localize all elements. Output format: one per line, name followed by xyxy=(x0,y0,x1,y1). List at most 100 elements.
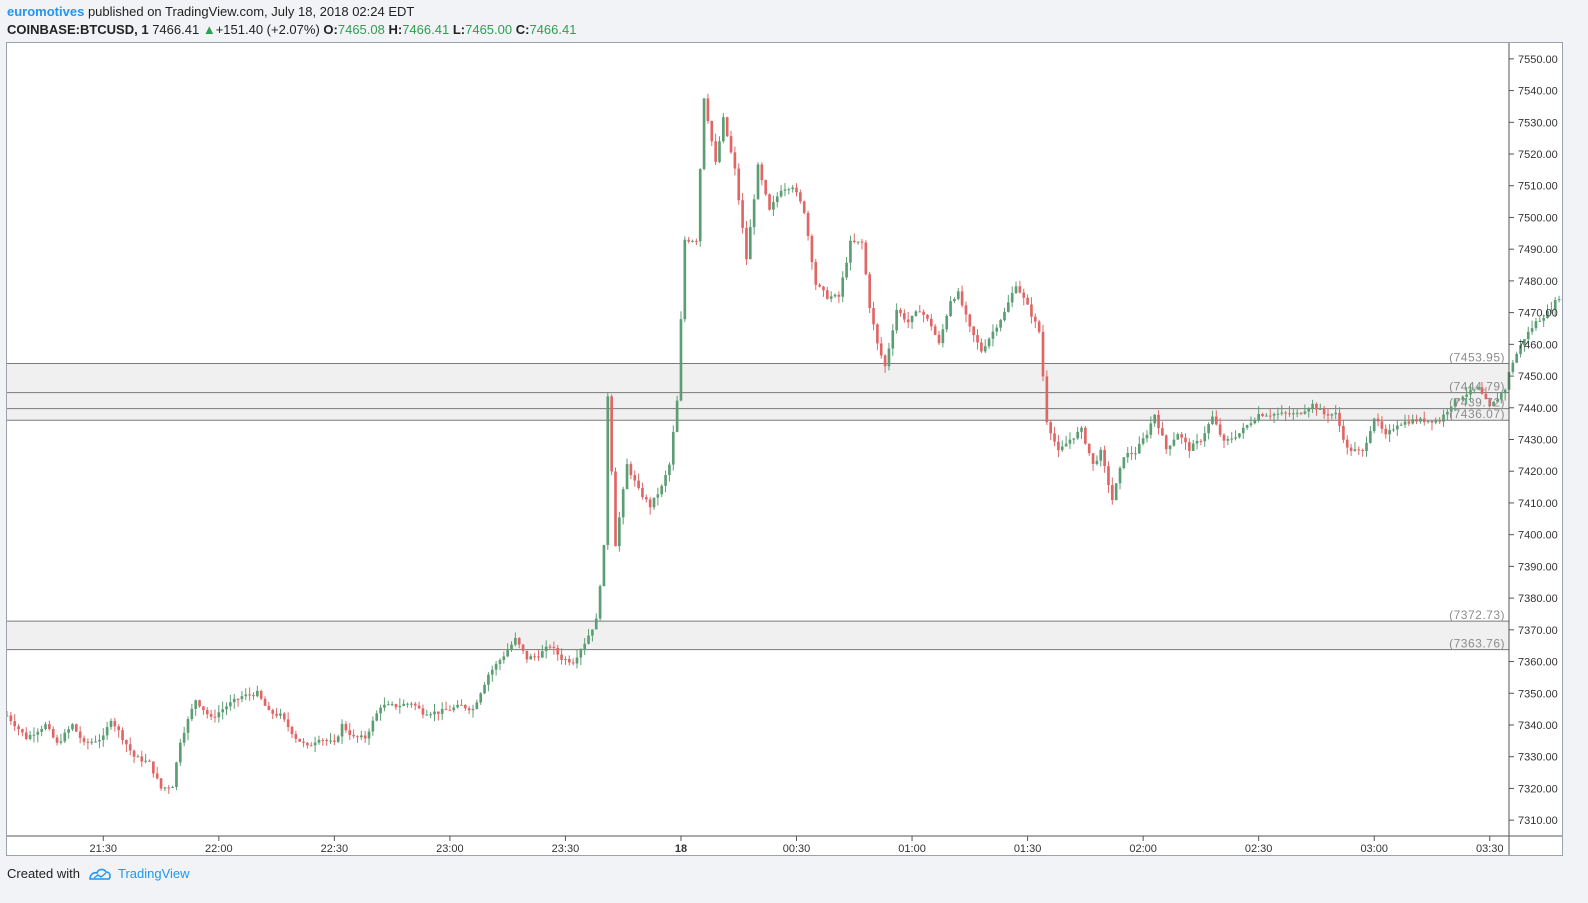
candle-body xyxy=(1099,449,1103,461)
candle-body xyxy=(1222,434,1226,441)
candle-body xyxy=(964,305,968,315)
candle-body xyxy=(209,714,213,717)
candle-body xyxy=(533,656,536,658)
candle-body xyxy=(1153,414,1157,424)
price-tick-label: 7540.00 xyxy=(1518,86,1558,98)
candle-body xyxy=(980,342,983,352)
tradingview-link[interactable]: TradingView xyxy=(88,866,190,881)
candle-body xyxy=(17,726,20,730)
candle-body xyxy=(1542,318,1545,321)
candle-body xyxy=(1442,414,1445,422)
candle-body xyxy=(1076,431,1079,439)
candle-body xyxy=(1276,413,1280,415)
candle-body xyxy=(671,431,675,465)
candle-body xyxy=(714,141,717,162)
candle-body xyxy=(756,164,760,200)
candle-body xyxy=(1484,393,1488,400)
candle-body xyxy=(48,724,51,730)
candle-body xyxy=(899,309,902,314)
candle-body xyxy=(956,291,960,300)
candle-body xyxy=(614,471,617,547)
candle-body xyxy=(429,714,432,716)
candle-body xyxy=(1426,420,1430,423)
candle-body xyxy=(1199,440,1203,442)
candle-body xyxy=(121,730,124,741)
candle-body xyxy=(1473,389,1476,391)
candle-body xyxy=(544,646,548,652)
candle-body xyxy=(40,728,43,732)
candle-body xyxy=(1188,442,1191,451)
candle-body xyxy=(452,707,456,711)
candle-body xyxy=(232,698,236,703)
candle-body xyxy=(683,239,687,320)
candle-body xyxy=(28,734,32,739)
candle-body xyxy=(606,396,610,545)
candle-body xyxy=(656,494,660,498)
candle-body xyxy=(949,301,952,316)
candle-body xyxy=(109,720,113,727)
candle-body xyxy=(471,708,475,711)
candle-body xyxy=(818,284,821,287)
price-tick-label: 7470.00 xyxy=(1518,308,1558,320)
candle-body xyxy=(583,643,587,651)
time-tick-label: 03:00 xyxy=(1360,843,1388,855)
candle-body xyxy=(1438,420,1442,422)
time-tick-label: 02:00 xyxy=(1129,843,1157,855)
candle-body xyxy=(687,239,691,242)
chart-area[interactable]: 7310.00 7320.00 7330.00 7340.00 7350.00 7360.… xyxy=(6,42,1563,856)
candle-body xyxy=(571,662,575,664)
candle-body xyxy=(1403,421,1407,425)
candle-body xyxy=(1241,427,1245,434)
candle-body xyxy=(175,762,178,787)
candle-body xyxy=(525,650,529,660)
candle-body xyxy=(710,121,714,142)
candle-body xyxy=(1141,438,1145,444)
price-change: +151.40 (+2.07%) xyxy=(215,22,320,37)
candle-body xyxy=(390,704,394,706)
candle-body xyxy=(852,240,856,242)
candle-body xyxy=(1168,445,1172,450)
author-link[interactable]: euromotives xyxy=(7,4,85,19)
candle-body xyxy=(490,669,494,675)
candle-body xyxy=(7,715,9,717)
candle-body xyxy=(1234,437,1237,439)
candle-body xyxy=(910,315,914,323)
candle-body xyxy=(483,684,486,694)
price-tick-label: 7440.00 xyxy=(1518,403,1558,415)
candle-body xyxy=(1476,387,1480,390)
tradingview-logo-icon xyxy=(89,868,111,880)
candle-body xyxy=(1515,353,1519,363)
candle-body xyxy=(463,705,467,709)
candle-body xyxy=(1060,446,1064,451)
candle-body xyxy=(128,744,132,751)
candle-body xyxy=(552,646,556,648)
candle-body xyxy=(841,277,845,297)
price-tick-label: 7500.00 xyxy=(1518,212,1558,224)
price-tick-label: 7530.00 xyxy=(1518,117,1558,129)
candle-body xyxy=(1395,425,1399,430)
candle-body xyxy=(325,739,328,741)
candle-body xyxy=(1530,328,1534,332)
candle-body xyxy=(363,735,367,739)
candle-body xyxy=(968,314,972,327)
candle-body xyxy=(90,741,94,743)
symbol-info: COINBASE:BTCUSD, 1 7466.41 ▲+151.40 (+2.… xyxy=(7,22,576,40)
time-tick-label: 23:30 xyxy=(552,843,580,855)
candle-body xyxy=(1218,424,1222,435)
candle-body xyxy=(517,638,521,645)
candle-body xyxy=(321,739,325,741)
candle-body xyxy=(1399,424,1403,426)
candle-body xyxy=(537,656,540,658)
candle-body xyxy=(1457,399,1461,401)
candle-body xyxy=(1284,412,1287,414)
candle-body xyxy=(1280,412,1284,414)
candle-body xyxy=(333,740,336,742)
time-tick-label: 21:30 xyxy=(90,843,118,855)
candlestick-chart[interactable]: 7310.00 7320.00 7330.00 7340.00 7350.00 7360.… xyxy=(7,43,1562,855)
candle-body xyxy=(1288,413,1291,415)
price-tick-label: 7510.00 xyxy=(1518,181,1558,193)
price-tick-label: 7430.00 xyxy=(1518,435,1558,447)
candle-body xyxy=(252,695,255,697)
candle-body xyxy=(101,735,105,741)
candle-body xyxy=(922,311,925,315)
